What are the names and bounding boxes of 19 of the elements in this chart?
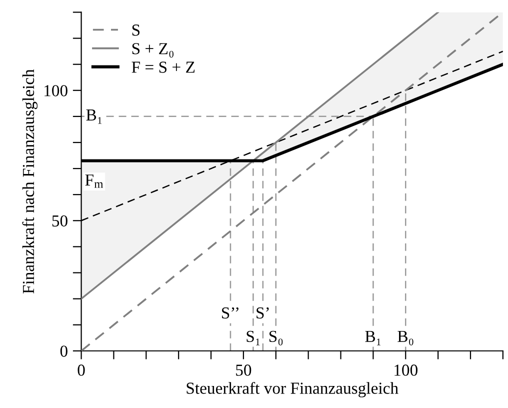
y-tick-label: 100 — [44, 85, 68, 96]
x-axis-title: Steuerkraft vor Finanzausgleich — [186, 382, 398, 398]
y-tick-label: 0 — [60, 346, 68, 357]
annotation: B₀ — [398, 330, 414, 346]
annotation: S’ — [256, 307, 269, 319]
x-tick-label: 100 — [394, 364, 418, 376]
x-tick-label: 0 — [78, 364, 85, 376]
annotation: F$_{m}$ — [85, 174, 104, 188]
legend-label: S — [132, 24, 140, 36]
annotation: S₀ — [269, 330, 283, 346]
y-axis-title: Finanzkraft nach Finanzausgleich — [22, 69, 38, 294]
y-tick-label: 50 — [52, 215, 68, 227]
annotation: B₁ — [86, 110, 102, 124]
legend-label: F = S + Z — [132, 62, 195, 73]
annotation: S’’ — [222, 307, 238, 319]
annotation: S₁ — [246, 330, 260, 346]
legend-label: S + Z₀ — [132, 43, 174, 58]
annotation: B₁ — [365, 330, 380, 346]
x-tick-label: 50 — [236, 364, 252, 376]
